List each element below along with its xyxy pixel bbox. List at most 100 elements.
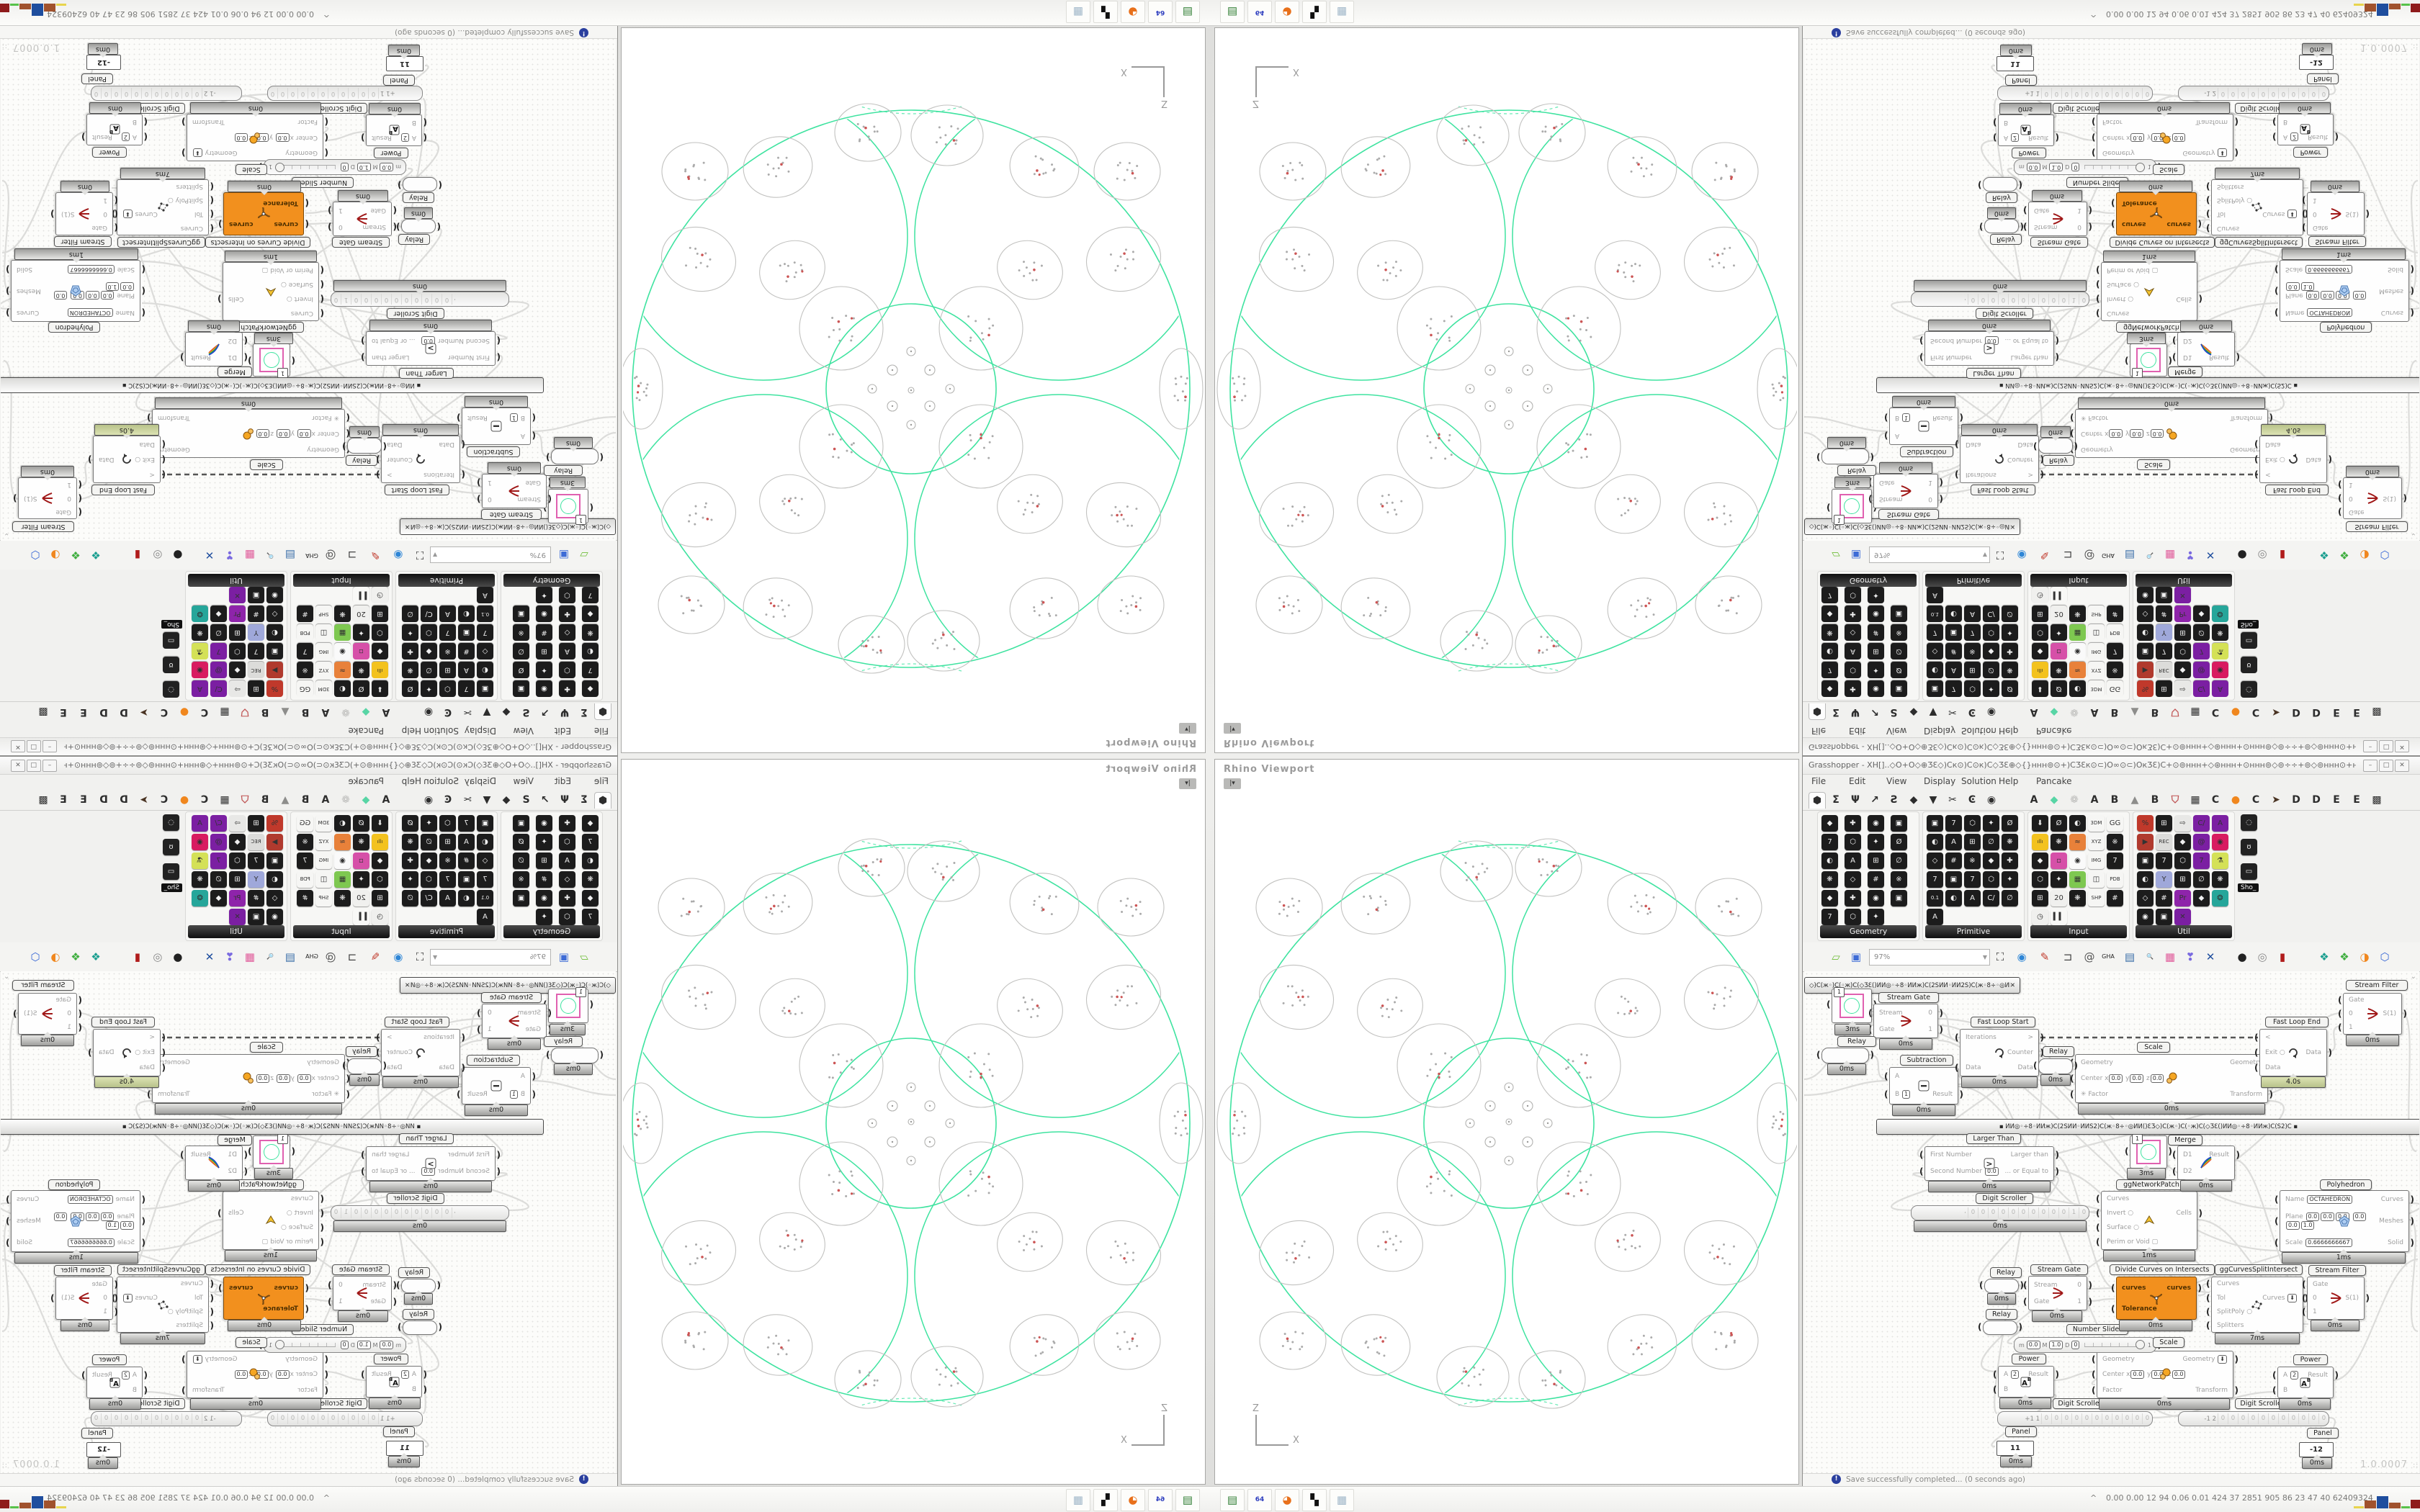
palette-icon[interactable]: GG: [297, 680, 313, 697]
at-icon[interactable]: @: [325, 950, 336, 963]
close-button[interactable]: ✕: [2395, 760, 2409, 772]
pin-teal-icon[interactable]: ❖: [91, 950, 101, 963]
palette-icon[interactable]: 7: [1964, 871, 1981, 888]
output-jack[interactable]: ): [50, 1292, 55, 1303]
scroller-digit[interactable]: 0: [2018, 1207, 2028, 1218]
tab-plugin-12[interactable]: ➤: [2272, 706, 2280, 718]
tab-plugin-8[interactable]: ▦: [220, 706, 230, 718]
output-jack[interactable]: ): [2365, 1292, 2370, 1303]
scroller-digit[interactable]: 0: [298, 1413, 308, 1424]
palette-icon[interactable]: ✦: [402, 871, 418, 888]
palette-icon[interactable]: ◆: [2193, 890, 2210, 906]
node-label-tag[interactable]: Larger Than: [399, 368, 454, 379]
palette-icon[interactable]: ✦: [2002, 871, 2018, 888]
palette-icon[interactable]: ⬡: [372, 624, 388, 641]
scroller-digit[interactable]: 0: [2248, 1413, 2258, 1424]
palette-icon[interactable]: ▫: [353, 852, 369, 869]
palette-icon[interactable]: #: [1945, 852, 1962, 869]
palette-icon[interactable]: A: [439, 606, 456, 622]
zoom-level-box[interactable]: 97% ▼: [1869, 546, 1990, 563]
menu-help[interactable]: Help: [401, 726, 421, 736]
palette-icon[interactable]: GG: [2107, 815, 2123, 832]
palette-icon[interactable]: C/: [1983, 606, 1999, 622]
value-chip[interactable]: OCTAHEDRON: [67, 308, 113, 317]
node-label-tag[interactable]: ggNetworkPatch: [233, 1179, 304, 1190]
scroller-digit[interactable]: 0: [2058, 294, 2069, 305]
palette-icon[interactable]: ∅: [421, 834, 437, 850]
output-jack[interactable]: ): [2198, 294, 2202, 304]
palette-icon[interactable]: ✚: [2002, 852, 2018, 869]
tab-plugin-4[interactable]: B: [2110, 794, 2119, 806]
scroller-digit[interactable]: 0: [2142, 1413, 2152, 1424]
ball-orange-icon[interactable]: ◑: [2360, 950, 2370, 963]
tab-main-3[interactable]: ↗: [541, 706, 550, 718]
scroller-digit[interactable]: 0: [432, 1207, 442, 1218]
node-label-tag[interactable]: Power: [2293, 1354, 2328, 1365]
palette-icon[interactable]: ◐: [1821, 643, 1838, 660]
node-label-tag[interactable]: Relay: [544, 1036, 583, 1047]
scroller-digit[interactable]: 1: [2069, 294, 2079, 305]
node-label-tag[interactable]: Stream Filter: [2308, 1265, 2366, 1276]
palette-icon[interactable]: #: [1945, 643, 1962, 660]
palette-icon[interactable]: ◐: [1945, 606, 1962, 622]
palette-icon[interactable]: ▭: [163, 863, 179, 880]
palette-icon[interactable]: 7: [582, 834, 599, 850]
gha-icon[interactable]: GHA: [2102, 953, 2115, 960]
scroller-digit[interactable]: 0: [2048, 294, 2058, 305]
open-icon[interactable]: ▱: [1832, 549, 1840, 562]
palette-icon[interactable]: 0.1: [1927, 890, 1943, 906]
palette-icon[interactable]: Ø: [353, 680, 369, 697]
input-jack[interactable]: (: [599, 1050, 604, 1060]
power-1-node[interactable]: A 2 Result() B(A B: [361, 114, 427, 146]
scroller-digit[interactable]: 0: [2028, 294, 2038, 305]
palette-icon[interactable]: A: [458, 834, 475, 850]
palette-icon[interactable]: ✚: [1845, 680, 1861, 697]
palette-icon[interactable]: @: [210, 834, 227, 850]
divide-curves-on-intersects-node[interactable]: curves curves() Tolerance(: [2111, 192, 2202, 235]
scroller-digit[interactable]: 0: [2228, 88, 2238, 99]
node-label-tag[interactable]: Relay: [1990, 234, 2022, 245]
value-chip[interactable]: 1: [1902, 1090, 1911, 1099]
palette-icon[interactable]: ◆: [582, 890, 599, 906]
tab-plugin-17[interactable]: ▩: [2372, 794, 2382, 806]
palette-icon[interactable]: ❋: [1821, 624, 1838, 641]
scroller-digit[interactable]: 0: [1968, 294, 1978, 305]
input-jack[interactable]: (: [1919, 1166, 1924, 1177]
palette-icon[interactable]: XYZ: [2088, 662, 2105, 678]
scroller-digit[interactable]: 0: [1998, 1207, 2008, 1218]
node-label-tag[interactable]: Power: [2293, 147, 2328, 158]
ball-black-icon[interactable]: ●: [173, 549, 183, 562]
scroller-digit[interactable]: 0: [1998, 294, 2008, 305]
palette-icon[interactable]: ◌: [163, 814, 179, 831]
output-jack[interactable]: ): [2328, 454, 2332, 465]
node-label-tag[interactable]: Number Slider: [2066, 1324, 2128, 1335]
tab-plugin-9[interactable]: C: [200, 706, 209, 718]
scroller-digit[interactable]: 0: [2102, 1413, 2112, 1424]
input-jack[interactable]: (: [1816, 452, 1821, 462]
scroller-digit[interactable]: 0: [152, 1413, 162, 1424]
palette-icon[interactable]: ◆: [2032, 852, 2048, 869]
palette-icon[interactable]: #: [248, 890, 264, 906]
palette-icon[interactable]: ✦: [536, 662, 552, 678]
node-canvas[interactable]: Relay Stream Gate Subtraction Fast Loop Sta…: [1, 39, 616, 541]
menu-edit[interactable]: Edit: [1849, 726, 1866, 736]
menu-help[interactable]: Help: [1999, 726, 2019, 736]
node-label-tag[interactable]: Stream Filter: [2308, 236, 2366, 247]
hex-blue-icon[interactable]: ⬡: [30, 950, 40, 963]
scroller-digit[interactable]: 0: [2061, 88, 2071, 99]
node-label-tag[interactable]: Relay: [398, 234, 430, 245]
palette-icon[interactable]: ◷: [2032, 587, 2048, 603]
output-jack[interactable]: ): [328, 1279, 332, 1290]
palette-icon[interactable]: ⬡: [2174, 643, 2191, 660]
palette-icon[interactable]: ▣: [2156, 587, 2172, 603]
scroller-digit[interactable]: 0: [372, 294, 382, 305]
value-chip[interactable]: 0.0: [2130, 132, 2145, 142]
palette-icon[interactable]: A: [2212, 680, 2228, 697]
palette-icon[interactable]: #: [536, 871, 552, 888]
value-chip[interactable]: 0.0: [1985, 1167, 1999, 1176]
tab-plugin-0[interactable]: A: [382, 794, 390, 806]
palette-icon[interactable]: ✚: [1845, 890, 1861, 906]
palette-icon[interactable]: 3DM: [315, 815, 332, 832]
